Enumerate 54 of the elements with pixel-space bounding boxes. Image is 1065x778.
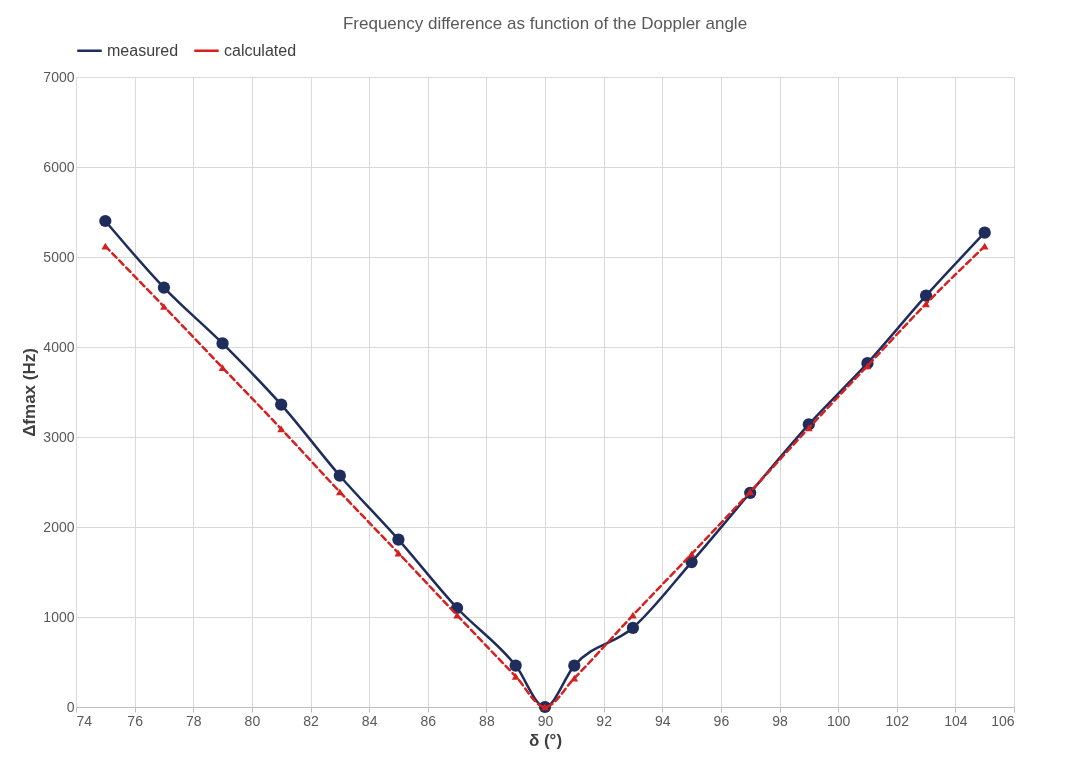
y-tick-label: 4000: [43, 338, 75, 355]
x-tick-label: 82: [303, 712, 319, 729]
y-axis-title: Δfmax (Hz): [20, 348, 40, 437]
x-tick-label: 100: [826, 712, 851, 729]
x-tick-label: 104: [944, 712, 968, 729]
x-tick-label: 74: [76, 712, 93, 729]
x-tick-label: 96: [713, 712, 730, 729]
chart-title: Frequency difference as function of the Doppler angle: [342, 14, 748, 33]
point: [157, 281, 171, 294]
x-tick-label: 98: [772, 712, 788, 729]
point: [629, 611, 637, 619]
point: [568, 659, 581, 672]
legend-label: calculated: [224, 41, 297, 59]
point: [978, 226, 991, 239]
point: [392, 533, 405, 546]
point: [160, 303, 168, 310]
y-tick-label: 5000: [43, 248, 75, 265]
point: [453, 611, 461, 619]
y-tick-label: 7000: [43, 68, 75, 85]
point: [277, 425, 286, 433]
x-tick-label: 94: [654, 712, 671, 729]
x-tick-label: 86: [420, 712, 437, 729]
point: [980, 242, 989, 250]
y-tick-label: 3000: [43, 428, 75, 445]
point: [509, 659, 522, 672]
x-tick-label: 80: [244, 712, 261, 729]
point: [922, 300, 930, 308]
y-tick-label: 6000: [43, 158, 75, 175]
x-tick-label: 78: [185, 712, 202, 729]
y-tick-label: 0: [66, 698, 75, 715]
point: [99, 214, 112, 228]
y-tick-label: 1000: [43, 608, 75, 625]
x-tick-label: 88: [479, 712, 495, 729]
point: [218, 364, 227, 372]
point: [101, 242, 110, 250]
x-tick-label: 106: [991, 712, 1015, 729]
x-tick-label: 76: [127, 712, 144, 729]
point: [863, 362, 872, 370]
x-tick-label: 90: [537, 712, 554, 729]
x-axis-title: δ (°): [528, 730, 563, 750]
y-tick-label: 2000: [43, 518, 75, 535]
x-tick-label: 84: [361, 712, 378, 729]
x-tick-label: 102: [885, 712, 910, 729]
point: [216, 337, 229, 350]
point: [687, 550, 696, 558]
legend-label: measured: [107, 41, 179, 59]
x-tick-label: 92: [596, 712, 613, 729]
point: [511, 673, 520, 680]
point: [626, 621, 640, 634]
point: [333, 469, 346, 482]
point: [335, 488, 344, 496]
point: [275, 398, 288, 411]
point: [919, 289, 933, 302]
point: [570, 674, 579, 682]
